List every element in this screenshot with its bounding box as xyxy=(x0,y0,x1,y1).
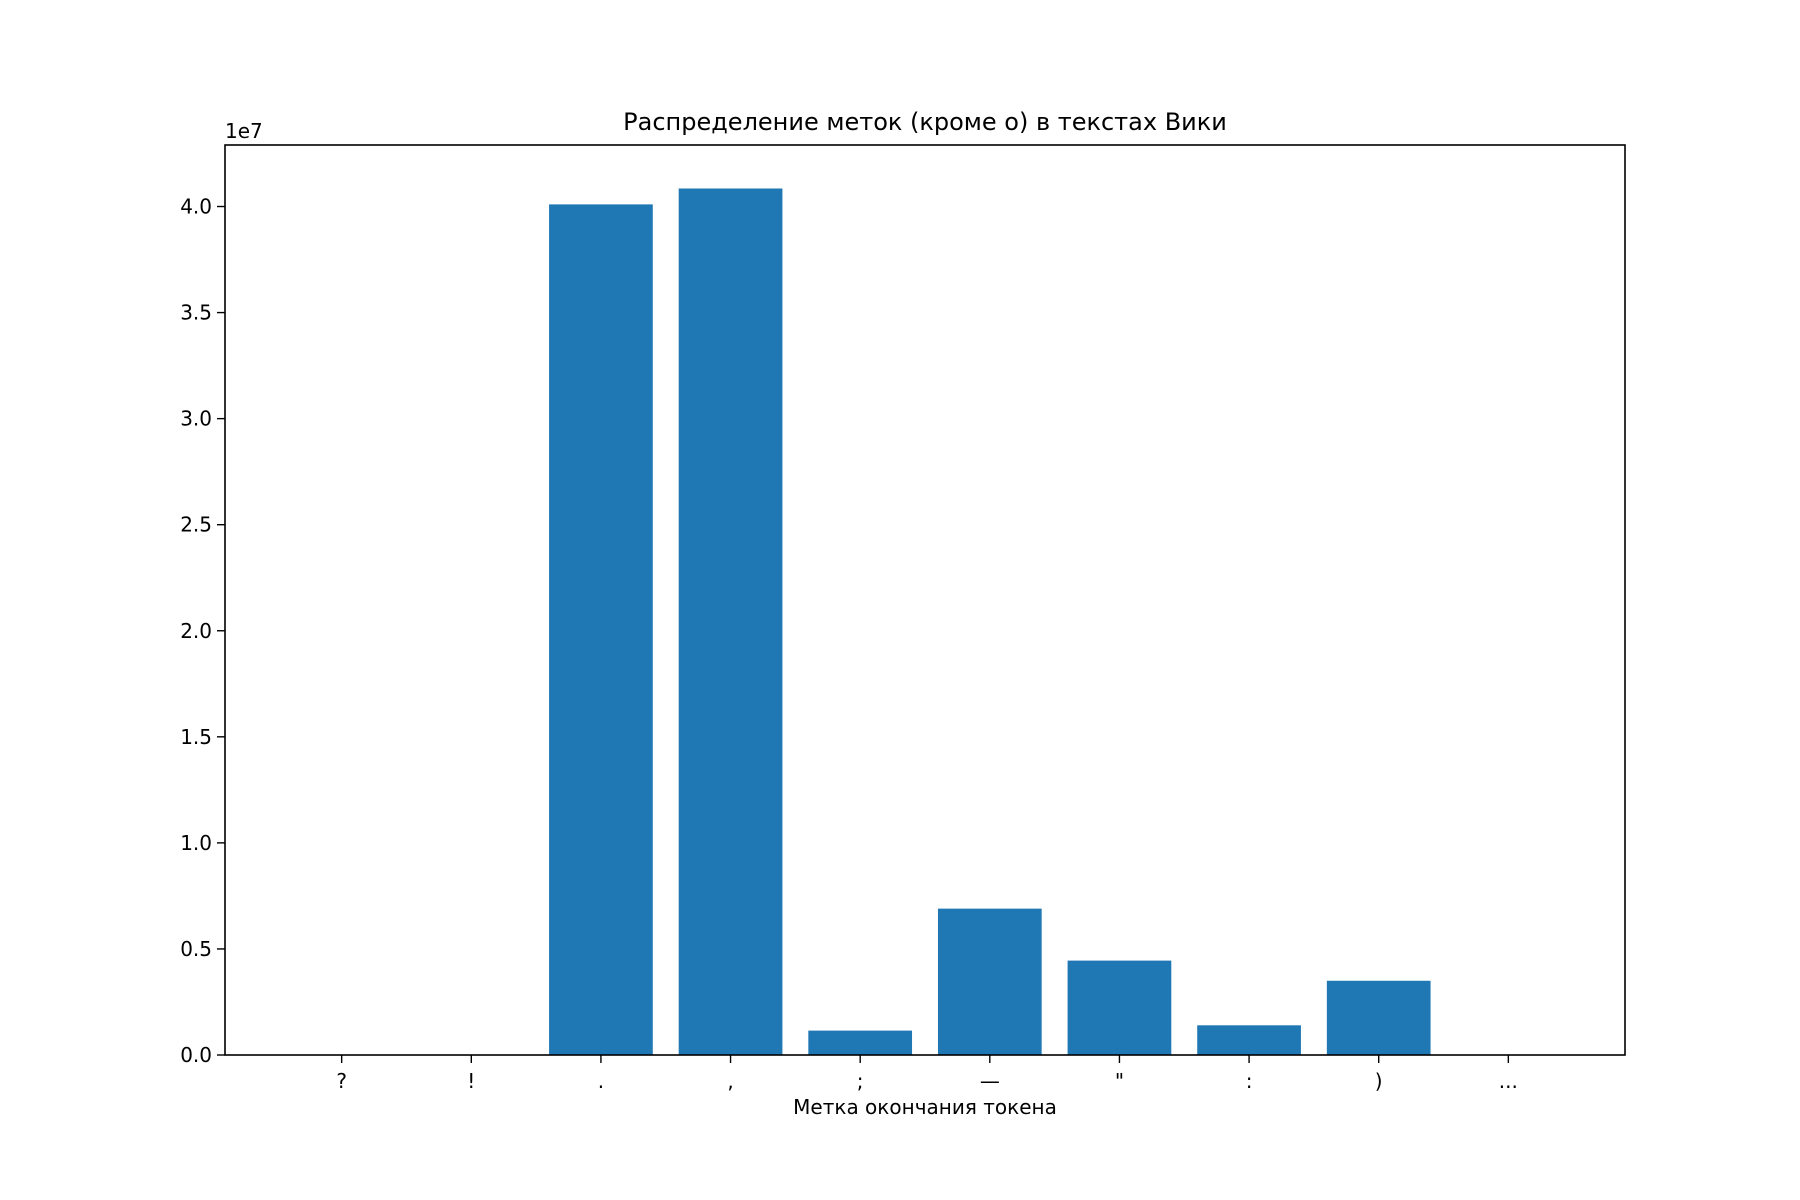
y-tick-label: 1.0 xyxy=(180,831,212,855)
x-tick-label: ; xyxy=(857,1069,864,1093)
chart-title: Распределение меток (кроме o) в текстах … xyxy=(623,108,1227,136)
x-tick-label: , xyxy=(727,1069,733,1093)
bar xyxy=(1067,960,1172,1055)
x-axis: ?!.,; — ":)... xyxy=(336,1055,1518,1093)
y-tick-label: 0.5 xyxy=(180,937,212,961)
bar xyxy=(549,204,653,1056)
y-axis: 0.0 0.5 1.0 1.5 2.0 2.5 3.0 3.5 4.0 xyxy=(180,195,225,1067)
y-tick-label: 3.0 xyxy=(180,407,212,431)
x-tick-label: : xyxy=(1246,1069,1253,1093)
x-axis-label: Метка окончания токена xyxy=(793,1095,1057,1119)
x-tick-label: " xyxy=(1115,1069,1124,1093)
x-tick-label: ! xyxy=(467,1069,475,1093)
bar xyxy=(1197,1025,1301,1055)
y-tick-label: 4.0 xyxy=(180,195,212,219)
y-tick-label: 2.5 xyxy=(180,513,212,537)
bars-group xyxy=(289,188,1561,1056)
bar xyxy=(808,1030,913,1055)
x-tick-label: ) xyxy=(1375,1069,1383,1093)
bar xyxy=(1326,980,1431,1055)
x-tick-label: . xyxy=(598,1069,604,1093)
y-axis-offset-label: 1e7 xyxy=(225,119,263,143)
plot-frame xyxy=(224,144,1626,1056)
bar xyxy=(937,908,1042,1055)
x-tick-label: ? xyxy=(336,1069,347,1093)
y-tick-label: 3.5 xyxy=(180,301,212,325)
y-tick-label: 0.0 xyxy=(180,1043,212,1067)
y-tick-label: 2.0 xyxy=(180,619,212,643)
y-tick-label: 1.5 xyxy=(180,725,212,749)
bar xyxy=(678,188,783,1055)
x-tick-label: — xyxy=(980,1069,1000,1093)
x-tick-label: ... xyxy=(1499,1069,1518,1093)
